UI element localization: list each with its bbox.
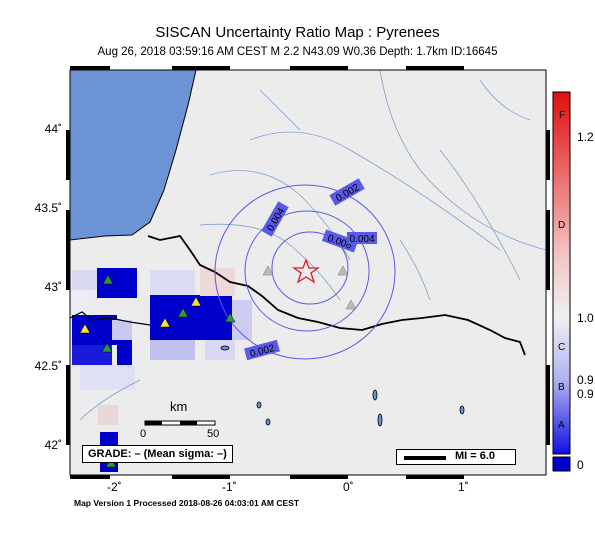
frame-ticks (66, 66, 550, 479)
colorbar-value: 1.0 (577, 311, 594, 325)
event-info: Aug 26, 2018 03:59:16 AM CEST M 2.2 N43.… (97, 46, 498, 58)
scale-zero: 0 (140, 428, 147, 440)
station-marker (224, 312, 236, 323)
colorbar-value: 0 (577, 458, 584, 472)
sea (69, 69, 197, 241)
footer-processed: Map Version 1 Processed 2018-08-26 04:03… (74, 498, 300, 508)
lakes (220, 345, 465, 427)
contours (214, 184, 396, 360)
lon-label: -2˚ (107, 480, 122, 494)
lat-label: 42.5˚ (34, 359, 62, 373)
scale-unit: km (170, 399, 188, 414)
station-marker (190, 296, 202, 307)
colorbar-value: 0.9 (577, 387, 594, 401)
lon-label: -1˚ (222, 480, 237, 494)
station-marker (159, 317, 171, 328)
colorbar (552, 91, 571, 455)
colorbar-value: 1.2 (577, 130, 594, 144)
border (147, 235, 526, 356)
scale-bar (144, 420, 216, 426)
colorbar-min-swatch (552, 456, 571, 472)
colorbar-grade: B (558, 382, 565, 393)
scale-max: 50 (207, 428, 220, 440)
lon-label: 0˚ (343, 480, 354, 494)
colorbar-grade: F (559, 110, 566, 121)
station-marker (101, 342, 113, 353)
contour-label: 0.004 (349, 234, 374, 245)
epicenter-star-icon (291, 258, 321, 284)
station-marker (345, 299, 357, 310)
mi-line-icon (404, 456, 446, 460)
colorbar-grade: A (558, 420, 565, 431)
station-marker (177, 307, 189, 318)
lat-label: 43.5˚ (34, 201, 62, 215)
station-marker (102, 274, 114, 285)
mi-label: MI = 6.0 (455, 450, 496, 462)
grade-box: GRADE: – (Mean sigma: –) (82, 445, 233, 463)
mi-legend: MI = 6.0 (396, 449, 516, 465)
ratio-cells (72, 268, 252, 472)
colorbar-grade: D (558, 220, 566, 231)
lon-label: 1˚ (458, 480, 469, 494)
lat-label: 43˚ (44, 280, 62, 294)
colorbar-value: 0.9 (577, 373, 594, 387)
station-marker (337, 265, 349, 276)
region-border (69, 311, 151, 326)
lat-label: 44˚ (44, 122, 62, 136)
station-marker (79, 323, 91, 334)
station-marker (262, 265, 274, 276)
lat-label: 42˚ (44, 438, 62, 452)
map-title: SISCAN Uncertainty Ratio Map : Pyrenees (155, 24, 440, 41)
colorbar-grade: C (558, 342, 566, 353)
